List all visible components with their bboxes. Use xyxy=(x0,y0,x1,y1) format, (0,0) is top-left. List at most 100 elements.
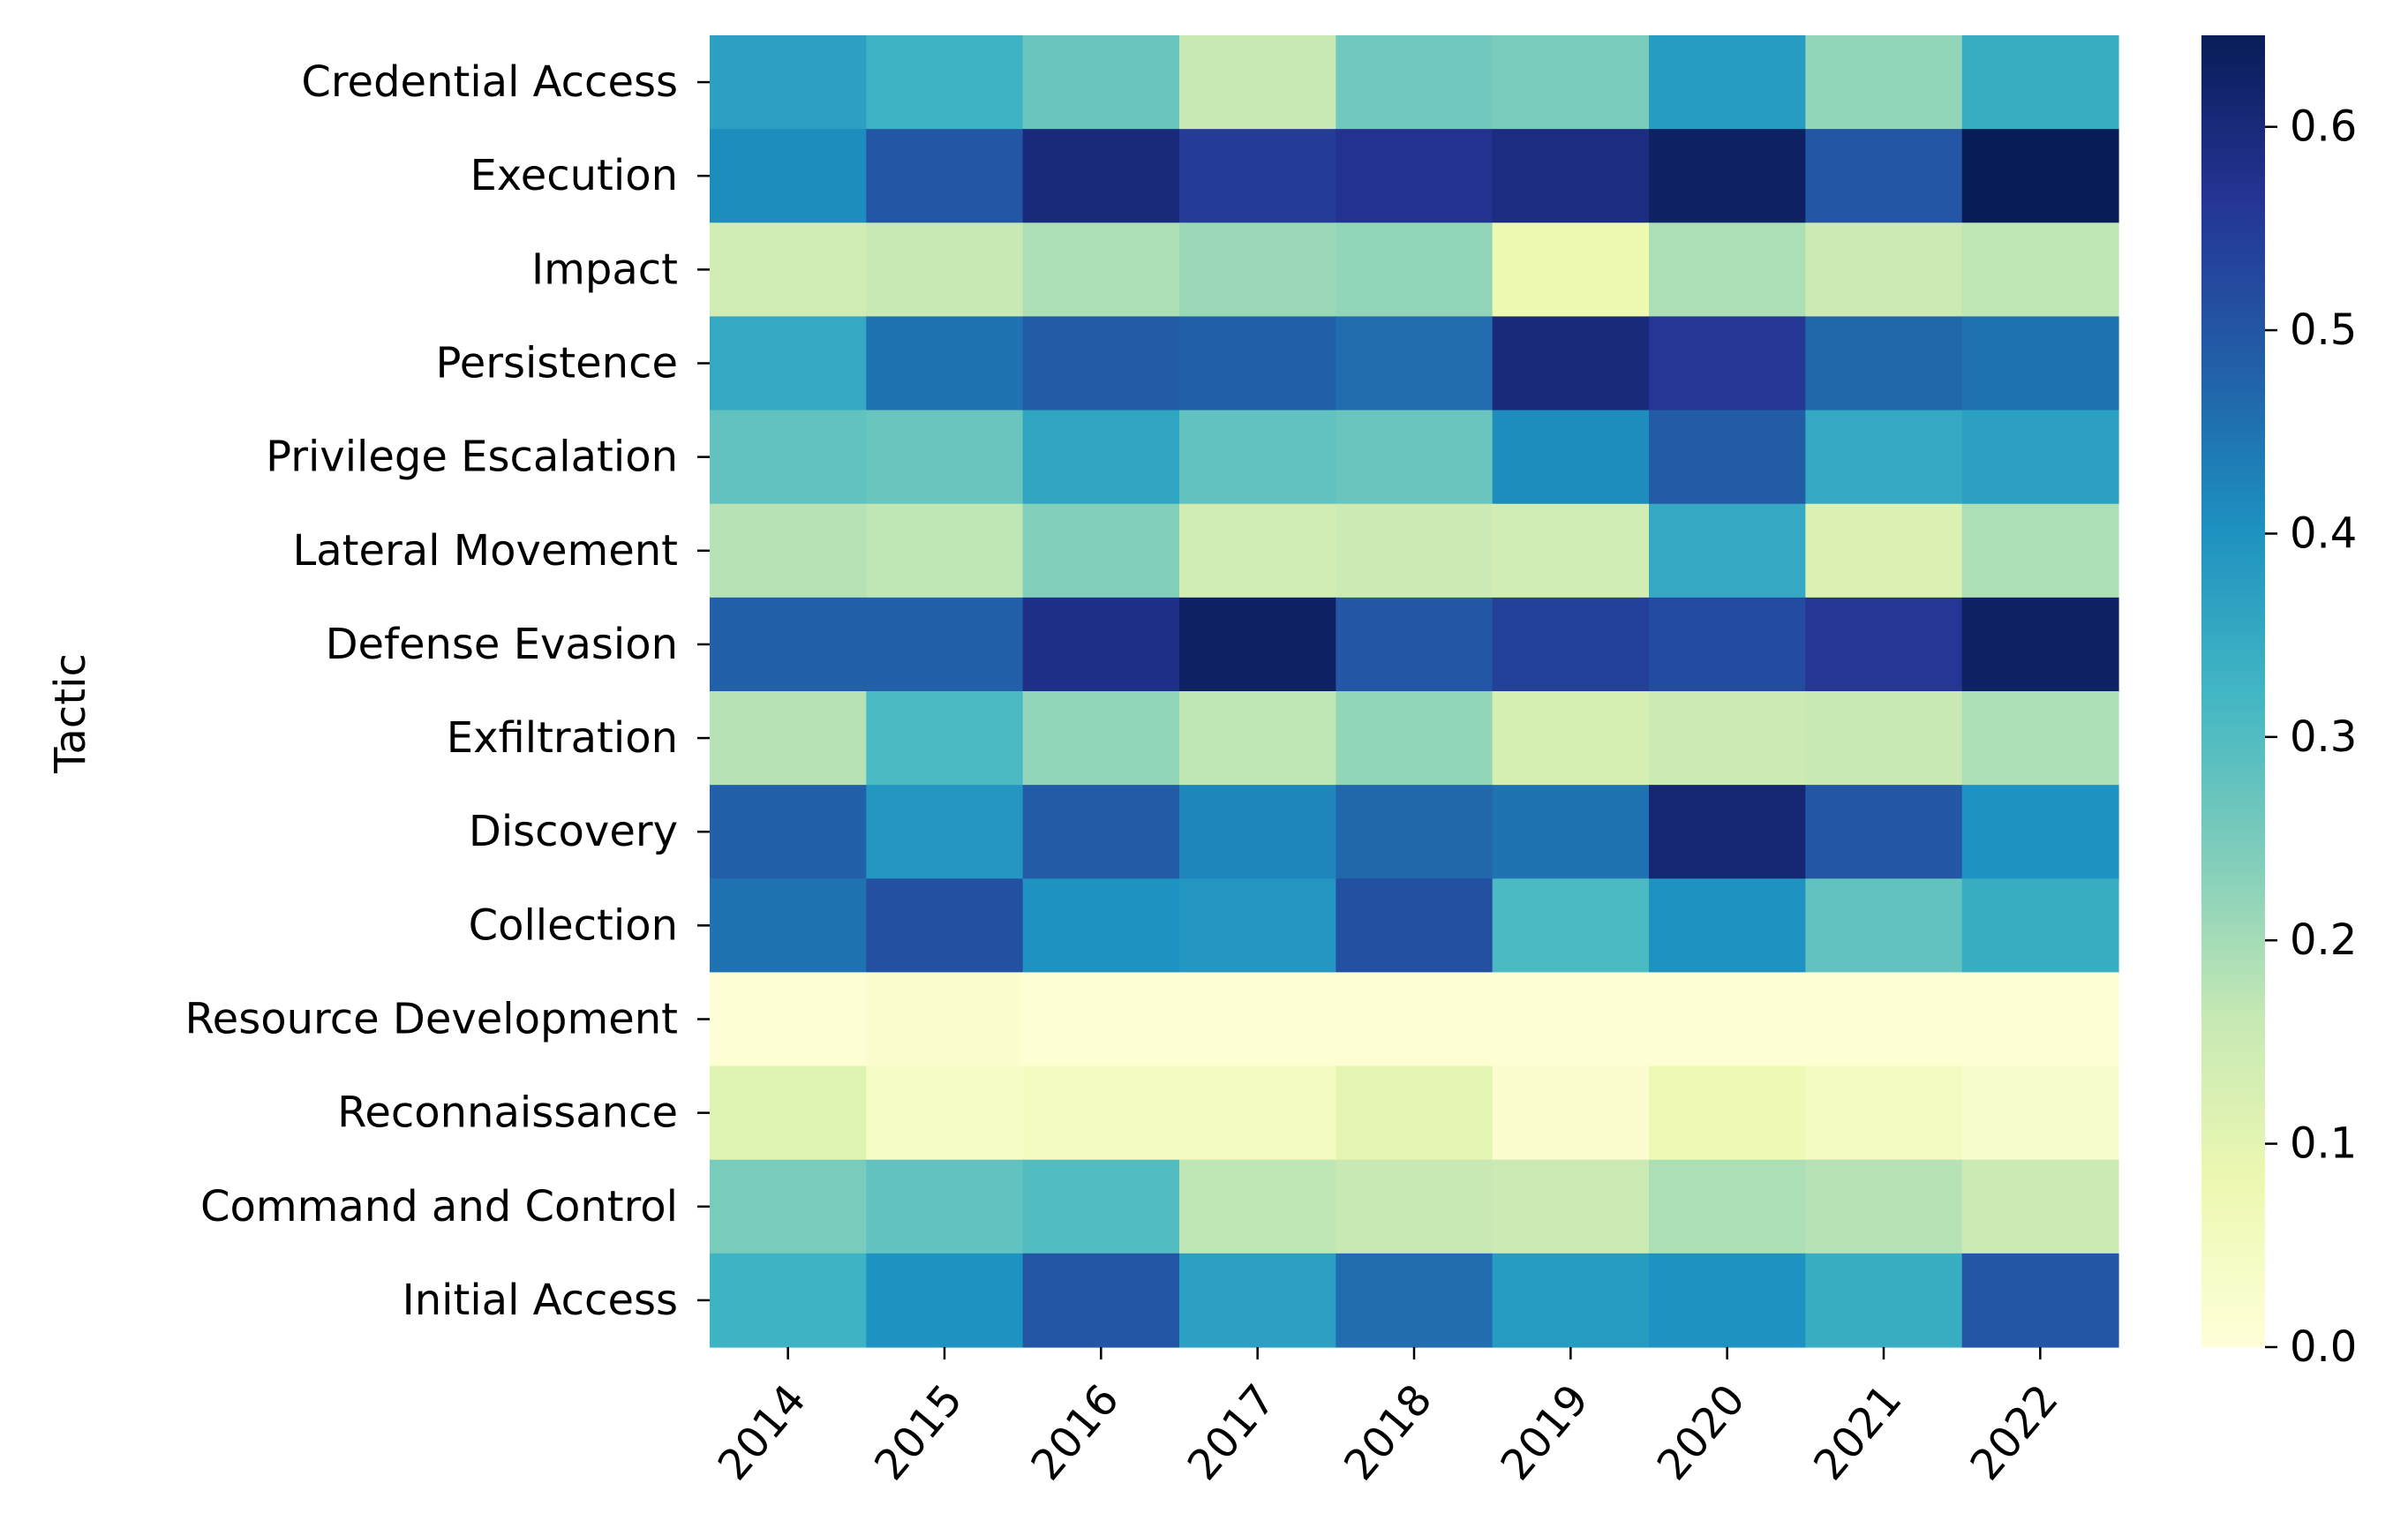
heatmap-cell xyxy=(866,1065,1024,1161)
heatmap-cell xyxy=(1022,691,1180,786)
heatmap-cell xyxy=(1179,35,1336,130)
heatmap-cell xyxy=(1492,1253,1650,1348)
heatmap-cell xyxy=(710,597,867,692)
heatmap-cell xyxy=(710,1253,867,1348)
heatmap-cell xyxy=(1649,410,1806,505)
y-tick-label: Defense Evasion xyxy=(326,620,678,669)
heatmap-cell xyxy=(1961,785,2119,879)
y-tick-label: Initial Access xyxy=(403,1276,678,1325)
heatmap-cell xyxy=(1649,316,1806,411)
heatmap-cell xyxy=(1022,1159,1180,1254)
y-tick-label: Credential Access xyxy=(301,57,678,107)
heatmap-cell xyxy=(1336,503,1494,599)
heatmap-cell xyxy=(866,597,1024,692)
heatmap-cell xyxy=(1961,129,2119,223)
x-tick-label: 2019 xyxy=(1491,1375,1598,1490)
colorbar-tick-label: 0.5 xyxy=(2290,305,2357,355)
heatmap-cell xyxy=(1961,1253,2119,1348)
y-tick-label: Execution xyxy=(470,151,678,200)
heatmap-cell xyxy=(1961,597,2119,692)
heatmap-cell xyxy=(1022,597,1180,692)
heatmap-cell xyxy=(710,972,867,1067)
heatmap-cell xyxy=(1022,316,1180,411)
heatmap-cell xyxy=(710,1065,867,1161)
heatmap-cell xyxy=(1492,878,1650,974)
heatmap-cell xyxy=(1805,1159,1963,1254)
heatmap-cell xyxy=(1022,878,1180,974)
heatmap-cell xyxy=(1336,35,1494,130)
heatmap-cell xyxy=(1805,878,1963,974)
heatmap-cell xyxy=(1649,691,1806,786)
heatmap-cell xyxy=(1022,785,1180,879)
y-tick-label: Lateral Movement xyxy=(293,526,679,576)
y-tick-label: Resource Development xyxy=(184,995,678,1044)
heatmap-cell xyxy=(866,785,1024,879)
heatmap-cell xyxy=(1179,972,1336,1067)
heatmap-cell xyxy=(1805,785,1963,879)
heatmap-cell xyxy=(1649,785,1806,879)
heatmap-cell xyxy=(866,503,1024,599)
heatmap-cell xyxy=(866,35,1024,130)
heatmap-cell xyxy=(1805,129,1963,223)
heatmap-cell xyxy=(1179,316,1336,411)
heatmap-cell xyxy=(1649,35,1806,130)
heatmap-cell xyxy=(1961,503,2119,599)
heatmap-cell xyxy=(866,222,1024,318)
heatmap-cell xyxy=(1961,972,2119,1067)
heatmap-cell xyxy=(1022,35,1180,130)
heatmap-cell xyxy=(1805,691,1963,786)
heatmap-cell xyxy=(1179,691,1336,786)
heatmap-cell xyxy=(710,878,867,974)
heatmap-cell xyxy=(1022,129,1180,223)
heatmap-cell xyxy=(1022,222,1180,318)
heatmap-cell xyxy=(1336,129,1494,223)
heatmap-cell xyxy=(710,316,867,411)
heatmap-cell xyxy=(1022,972,1180,1067)
heatmap-cell xyxy=(1336,1065,1494,1161)
heatmap-cell xyxy=(1492,597,1650,692)
x-tick-label: 2015 xyxy=(865,1375,972,1490)
heatmap-cell xyxy=(1805,503,1963,599)
heatmap-cell xyxy=(1179,1065,1336,1161)
heatmap-cell xyxy=(1805,972,1963,1067)
heatmap-cell xyxy=(1961,878,2119,974)
heatmap-cell xyxy=(1492,410,1650,505)
heatmap-cell xyxy=(1492,691,1650,786)
heatmap-cell xyxy=(1492,129,1650,223)
heatmap-cell xyxy=(1805,1253,1963,1348)
x-tick-label: 2017 xyxy=(1178,1375,1285,1490)
heatmap-cells xyxy=(710,35,2119,1348)
heatmap-cell xyxy=(866,691,1024,786)
y-tick-label: Exfiltration xyxy=(447,713,678,763)
colorbar-tick-label: 0.4 xyxy=(2290,508,2357,558)
heatmap-cell xyxy=(1336,691,1494,786)
y-tick-label: Persistence xyxy=(435,339,678,388)
heatmap-cell xyxy=(1649,878,1806,974)
heatmap-cell xyxy=(1336,972,1494,1067)
heatmap-cell xyxy=(710,410,867,505)
heatmap-cell xyxy=(1179,1159,1336,1254)
colorbar: 0.0 0.1 0.2 0.3 0.4 0.5 0.6 xyxy=(2201,35,2357,1372)
heatmap-cell xyxy=(710,691,867,786)
heatmap-cell xyxy=(1492,503,1650,599)
heatmap-cell xyxy=(1805,597,1963,692)
x-tick-label: 2022 xyxy=(1960,1375,2067,1490)
heatmap-cell xyxy=(1649,503,1806,599)
heatmap-cell xyxy=(710,35,867,130)
colorbar-gradient xyxy=(2201,35,2265,1347)
x-axis-ticks: 2014 2015 2016 2017 2018 2019 2020 2021 2022 xyxy=(709,1347,2068,1490)
heatmap-cell xyxy=(1492,1065,1650,1161)
heatmap-cell xyxy=(1961,1159,2119,1254)
heatmap-cell xyxy=(1805,316,1963,411)
x-tick-label: 2020 xyxy=(1648,1375,1755,1490)
colorbar-ticks: 0.0 0.1 0.2 0.3 0.4 0.5 0.6 xyxy=(2265,102,2357,1372)
heatmap-cell xyxy=(1336,878,1494,974)
heatmap-cell xyxy=(1336,410,1494,505)
heatmap-cell xyxy=(1022,1065,1180,1161)
heatmap-cell xyxy=(1492,35,1650,130)
heatmap-cell xyxy=(1805,35,1963,130)
heatmap-cell xyxy=(1961,410,2119,505)
heatmap-cell xyxy=(1649,222,1806,318)
heatmap-cell xyxy=(1649,1065,1806,1161)
